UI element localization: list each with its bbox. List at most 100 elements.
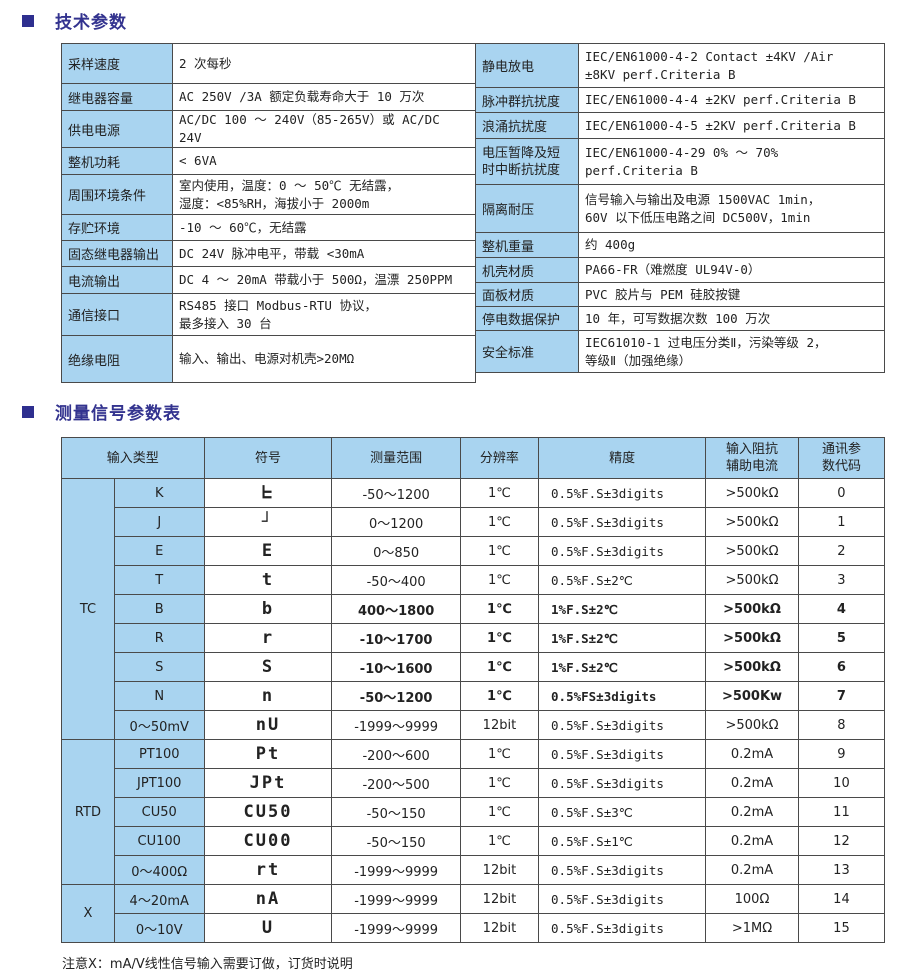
resolution: 1℃	[459, 681, 540, 711]
accuracy: 0.5%F.S±3digits	[538, 478, 707, 508]
comm-code: 4	[797, 594, 886, 624]
signal-table: 输入类型 符号 测量范围 分辨率 精度 输入阻抗 辅助电流 通讯参 数代码 TC K ᖶ -50～1…	[61, 437, 886, 943]
column-header: 通讯参 数代码	[797, 437, 886, 479]
accuracy: 0.5%F.S±3digits	[538, 739, 707, 769]
input-type: PT100	[113, 739, 205, 769]
impedance: 0.2mA	[705, 855, 799, 885]
spec-value: 输入、输出、电源对机壳>20MΩ	[172, 335, 476, 383]
input-type: E	[113, 536, 205, 566]
table-row: 0～10V U -1999～9999 12bit 0.5%F.S±3digits >1MΩ…	[62, 913, 886, 943]
input-type: CU50	[113, 797, 205, 827]
spec-label: 通信接口	[61, 293, 173, 336]
specs-table-right: 静电放电 IEC/EN61000-4-2 Contact ±4KV /Air ±8…	[475, 43, 885, 373]
range: -1999～9999	[331, 884, 461, 914]
spec-value: IEC/EN61000-4-2 Contact ±4KV /Air ±8KV p…	[578, 43, 885, 88]
range: -50～150	[331, 826, 461, 856]
spec-row: 整机功耗 < 6VA	[61, 147, 476, 175]
comm-code: 11	[797, 797, 886, 827]
spec-row: 静电放电 IEC/EN61000-4-2 Contact ±4KV /Air ±8…	[475, 43, 885, 88]
spec-row: 浪涌抗扰度 IEC/EN61000-4-5 ±2KV perf.Criteria …	[475, 112, 885, 139]
comm-code: 15	[797, 913, 886, 943]
section-heading-specs: 技术参数	[22, 8, 127, 33]
impedance: >500kΩ	[705, 507, 799, 537]
comm-code: 12	[797, 826, 886, 856]
range: -10～1600	[331, 652, 461, 682]
section-title: 技术参数	[55, 13, 127, 33]
display-symbol: CU50	[203, 797, 333, 827]
spec-row: 电压暂降及短时中断抗扰度 IEC/EN61000-4-29 0% ～ 70% pe…	[475, 138, 885, 185]
input-type: J	[113, 507, 205, 537]
input-type: CU100	[113, 826, 205, 856]
comm-code: 7	[797, 681, 886, 711]
range: -50～1200	[331, 478, 461, 508]
table-row: CU100 CU00 -50～150 1℃ 0.5%F.S±1℃ 0.2mA 12	[62, 826, 886, 856]
spec-label: 安全标准	[475, 330, 579, 373]
display-symbol: ┘	[203, 507, 333, 537]
resolution: 1℃	[459, 507, 540, 537]
display-symbol: Pt	[203, 739, 333, 769]
comm-code: 0	[797, 478, 886, 508]
accuracy: 0.5%F.S±3digits	[538, 536, 707, 566]
resolution: 1℃	[459, 652, 540, 682]
impedance: 0.2mA	[705, 739, 799, 769]
spec-label: 电流输出	[61, 266, 173, 294]
accuracy: 0.5%F.S±2℃	[538, 565, 707, 595]
range: -200～500	[331, 768, 461, 798]
spec-label: 电压暂降及短时中断抗扰度	[475, 138, 579, 185]
resolution: 1℃	[459, 536, 540, 566]
display-symbol: b	[203, 594, 333, 624]
impedance: 0.2mA	[705, 826, 799, 856]
spec-row: 周围环境条件 室内使用，温度：0 ～ 50℃ 无结露， 湿度：<85%RH，海拔小…	[61, 174, 476, 215]
comm-code: 9	[797, 739, 886, 769]
comm-code: 6	[797, 652, 886, 682]
display-symbol: S	[203, 652, 333, 682]
spec-row: 隔离耐压 信号输入与输出及电源 1500VAC 1min， 60V 以下低压电路之…	[475, 184, 885, 233]
accuracy: 0.5%F.S±3digits	[538, 710, 707, 740]
spec-label: 静电放电	[475, 43, 579, 88]
spec-value: DC 24V 脉冲电平，带载 <30mA	[172, 240, 476, 267]
accuracy: 0.5%F.S±1℃	[538, 826, 707, 856]
accuracy: 1%F.S±2℃	[538, 623, 707, 653]
column-header: 输入阻抗 辅助电流	[705, 437, 799, 479]
group-label: RTD	[61, 739, 115, 885]
table-row: J ┘ 0～1200 1℃ 0.5%F.S±3digits >500kΩ 1	[62, 507, 886, 537]
heading-bullet-icon	[22, 14, 34, 27]
input-type: K	[113, 478, 205, 508]
heading-bullet-icon	[22, 405, 34, 418]
impedance: >500Kw	[705, 681, 799, 711]
impedance: >500kΩ	[705, 623, 799, 653]
display-symbol: E	[203, 536, 333, 566]
table-row: S S -10～1600 1℃ 1%F.S±2℃ >500kΩ 6	[62, 652, 886, 682]
input-type: S	[113, 652, 205, 682]
input-type: 0～400Ω	[113, 855, 205, 885]
comm-code: 1	[797, 507, 886, 537]
comm-code: 13	[797, 855, 886, 885]
resolution: 1℃	[459, 478, 540, 508]
spec-row: 固态继电器输出 DC 24V 脉冲电平，带载 <30mA	[61, 240, 476, 267]
spec-label: 供电电源	[61, 110, 173, 148]
accuracy: 0.5%F.S±3℃	[538, 797, 707, 827]
impedance: >500kΩ	[705, 536, 799, 566]
impedance: >500kΩ	[705, 652, 799, 682]
input-type: B	[113, 594, 205, 624]
spec-row: 面板材质 PVC 胶片与 PEM 硅胶按键	[475, 282, 885, 307]
accuracy: 1%F.S±2℃	[538, 652, 707, 682]
spec-label: 采样速度	[61, 43, 173, 84]
range: 400～1800	[331, 594, 461, 624]
display-symbol: t	[203, 565, 333, 595]
spec-label: 整机功耗	[61, 147, 173, 175]
spec-value: 约 400g	[578, 232, 885, 258]
table-row: RTD PT100 Pt -200～600 1℃ 0.5%F.S±3digits 0.2mA…	[61, 739, 886, 885]
spec-row: 绝缘电阻 输入、输出、电源对机壳>20MΩ	[61, 335, 476, 383]
display-symbol: nA	[203, 884, 333, 914]
spec-value: RS485 接口 Modbus-RTU 协议， 最多接入 30 台	[172, 293, 476, 336]
resolution: 1℃	[459, 623, 540, 653]
range: 0～850	[331, 536, 461, 566]
accuracy: 0.5%F.S±3digits	[538, 768, 707, 798]
spec-label: 周围环境条件	[61, 174, 173, 215]
impedance: >1MΩ	[705, 913, 799, 943]
comm-code: 5	[797, 623, 886, 653]
spec-row: 脉冲群抗扰度 IEC/EN61000-4-4 ±2KV perf.Criteria…	[475, 87, 885, 113]
